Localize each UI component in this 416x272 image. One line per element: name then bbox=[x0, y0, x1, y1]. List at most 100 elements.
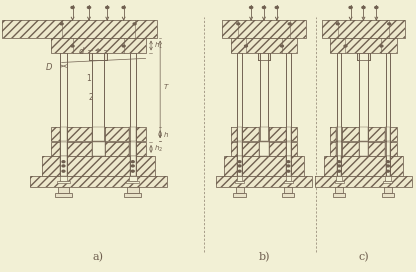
Bar bbox=[286, 156, 291, 177]
Circle shape bbox=[287, 161, 290, 163]
Circle shape bbox=[131, 161, 134, 163]
Bar bbox=[260, 142, 269, 156]
Circle shape bbox=[386, 170, 389, 172]
Bar bbox=[60, 142, 67, 156]
Bar bbox=[129, 177, 136, 181]
Bar bbox=[42, 156, 155, 177]
Bar bbox=[224, 156, 304, 177]
Circle shape bbox=[245, 45, 248, 47]
Bar bbox=[337, 53, 341, 177]
Bar bbox=[51, 38, 146, 53]
Bar bbox=[92, 127, 105, 141]
Circle shape bbox=[375, 7, 378, 8]
Bar bbox=[335, 187, 343, 193]
Bar bbox=[224, 156, 304, 177]
Bar bbox=[2, 20, 157, 38]
Bar bbox=[51, 142, 146, 156]
Circle shape bbox=[338, 165, 341, 167]
Bar bbox=[30, 177, 166, 187]
Bar bbox=[315, 177, 412, 187]
Circle shape bbox=[275, 7, 278, 8]
Circle shape bbox=[131, 170, 134, 172]
Bar bbox=[130, 53, 136, 177]
Circle shape bbox=[338, 170, 341, 172]
Bar bbox=[285, 187, 292, 193]
Bar bbox=[127, 187, 139, 193]
Bar bbox=[233, 193, 245, 197]
Bar bbox=[284, 181, 293, 183]
Circle shape bbox=[349, 7, 352, 8]
Bar bbox=[260, 53, 268, 140]
Bar bbox=[58, 187, 69, 193]
Circle shape bbox=[344, 45, 347, 47]
Bar bbox=[384, 181, 392, 183]
Bar bbox=[315, 177, 412, 187]
Bar bbox=[2, 20, 157, 38]
Bar bbox=[384, 187, 392, 193]
Circle shape bbox=[122, 7, 125, 8]
Bar bbox=[126, 181, 139, 183]
Bar bbox=[216, 177, 312, 187]
Bar bbox=[60, 156, 67, 177]
Bar bbox=[92, 53, 104, 140]
Bar bbox=[55, 193, 72, 197]
Bar bbox=[51, 127, 146, 141]
Circle shape bbox=[238, 161, 241, 163]
Bar bbox=[230, 127, 297, 141]
Circle shape bbox=[336, 23, 339, 25]
Circle shape bbox=[238, 165, 241, 167]
Bar bbox=[359, 53, 368, 140]
Bar bbox=[337, 127, 342, 141]
Bar bbox=[237, 53, 242, 177]
Circle shape bbox=[62, 165, 65, 167]
Text: $T$: $T$ bbox=[163, 82, 169, 91]
Bar bbox=[286, 53, 291, 177]
Bar bbox=[324, 156, 404, 177]
Bar bbox=[51, 142, 146, 156]
Text: c): c) bbox=[358, 252, 369, 262]
Circle shape bbox=[71, 45, 74, 47]
Circle shape bbox=[362, 7, 365, 8]
Bar bbox=[230, 38, 297, 53]
Bar bbox=[333, 193, 345, 197]
Circle shape bbox=[60, 23, 63, 25]
Bar bbox=[230, 142, 297, 156]
Bar bbox=[230, 38, 297, 53]
Bar bbox=[359, 142, 368, 156]
Bar bbox=[30, 177, 166, 187]
Text: $h_1$: $h_1$ bbox=[154, 41, 163, 51]
Circle shape bbox=[87, 7, 91, 8]
Bar bbox=[129, 127, 136, 141]
Bar bbox=[386, 53, 390, 177]
Text: $2$: $2$ bbox=[88, 91, 94, 102]
Circle shape bbox=[133, 23, 136, 25]
Bar bbox=[330, 38, 397, 53]
Circle shape bbox=[287, 165, 290, 167]
Bar bbox=[337, 156, 341, 177]
Bar bbox=[330, 38, 397, 53]
Circle shape bbox=[238, 170, 241, 172]
Bar bbox=[230, 142, 297, 156]
Bar bbox=[51, 127, 146, 141]
Text: $1$: $1$ bbox=[86, 72, 92, 83]
Bar bbox=[330, 142, 397, 156]
Bar bbox=[237, 127, 242, 141]
Circle shape bbox=[380, 45, 383, 47]
Bar bbox=[222, 20, 306, 38]
Circle shape bbox=[106, 7, 109, 8]
Circle shape bbox=[280, 45, 283, 47]
Bar bbox=[330, 127, 397, 141]
Circle shape bbox=[386, 161, 389, 163]
Bar bbox=[216, 177, 312, 187]
Bar bbox=[337, 142, 342, 156]
Bar bbox=[357, 53, 370, 60]
Circle shape bbox=[71, 7, 74, 8]
Circle shape bbox=[388, 23, 391, 25]
Bar bbox=[235, 187, 244, 193]
Bar bbox=[237, 142, 242, 156]
Bar bbox=[330, 127, 397, 141]
Bar bbox=[385, 142, 391, 156]
Bar bbox=[130, 156, 136, 177]
Bar bbox=[334, 181, 344, 183]
Bar bbox=[124, 193, 141, 197]
